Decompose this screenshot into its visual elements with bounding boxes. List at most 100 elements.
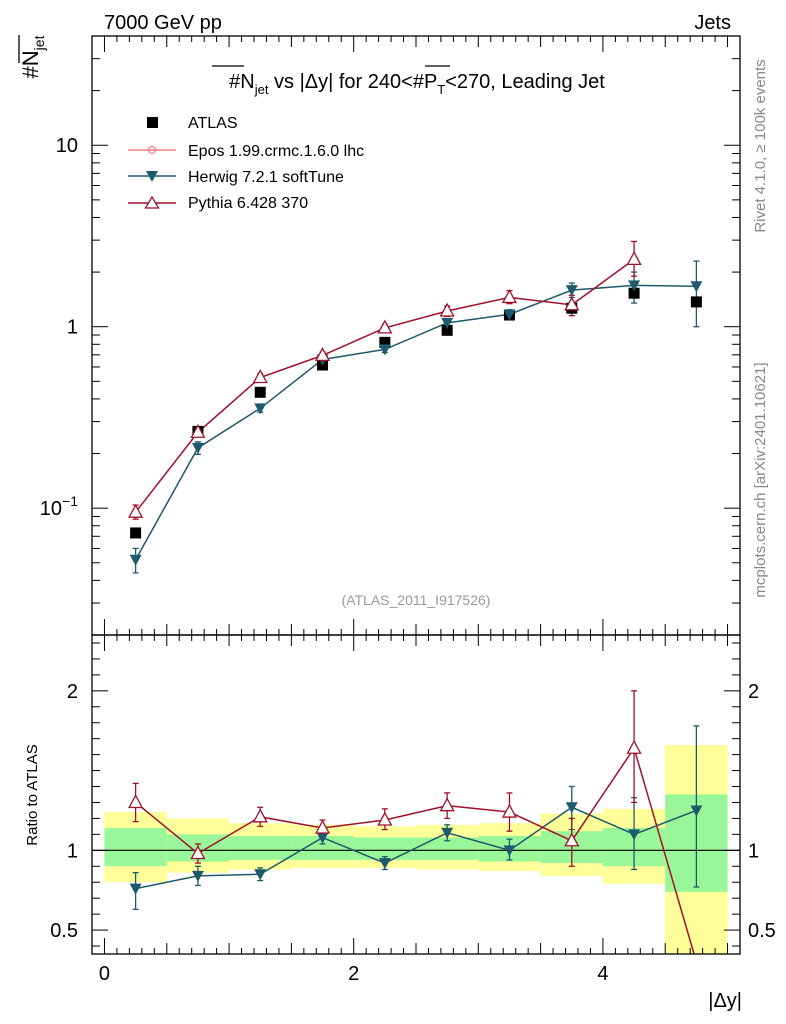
ratio-y-tick-label-right: 2: [748, 681, 759, 703]
herwig-main-point: [690, 281, 703, 293]
main-y-tick-base: 1: [67, 317, 78, 339]
legend-herwig-marker: [146, 171, 158, 182]
legend-pythia-marker: [144, 195, 160, 209]
ratio-band-inner: [104, 827, 167, 867]
main-y-tick-base: 10: [40, 498, 62, 520]
ratio-band-inner: [353, 837, 416, 860]
title-prefix: #: [229, 71, 241, 93]
herwig-main-point: [254, 403, 267, 415]
herwig-ratio-point: [503, 845, 516, 857]
legend-epos-label: Epos 1.99.crmc.1.6.0 lhc: [188, 143, 364, 160]
herwig-ratio-point: [129, 883, 142, 895]
pythia-ratio-line: [135, 746, 695, 955]
ratio-band-inner: [229, 835, 292, 860]
atlas-main-point: [379, 336, 391, 348]
herwig-ratio-point: [378, 858, 391, 870]
herwig-main-point: [378, 344, 391, 356]
title-mid: vs |Δy| for 240<#: [268, 71, 424, 93]
herwig-main-point: [565, 285, 578, 297]
pythia-main-point: [252, 369, 268, 384]
ratio-band-inner: [416, 837, 479, 860]
atlas-main-point: [441, 324, 453, 336]
herwig-ratio-line: [135, 806, 697, 890]
mcplots-label: mcplots.cern.ch [arXiv:2401.10621]: [752, 362, 769, 597]
pythia-main-point: [377, 319, 393, 334]
herwig-main-point: [191, 442, 204, 454]
main-y-tick-exponent: −1: [62, 493, 78, 509]
legend-epos-marker: [147, 145, 157, 155]
main-series-layer: [128, 240, 703, 574]
legend-atlas-marker: [147, 117, 158, 128]
x-tick-label: 0: [99, 963, 110, 985]
atlas-main-point: [690, 296, 702, 308]
atlas-main-point: [130, 527, 142, 539]
ratio-y-tick-label-left: 2: [67, 681, 78, 703]
herwig-main-line: [134, 284, 697, 561]
ratio-y-tick-label-left: 1: [67, 840, 78, 862]
herwig-main-point: [129, 554, 142, 566]
x-axis-label: |Δy|: [708, 990, 742, 1012]
atlas-main-point: [628, 287, 640, 299]
pythia-main-point: [128, 503, 144, 518]
main-y-tick-label: 10−1: [40, 493, 78, 520]
herwig-ratio-point: [316, 832, 329, 844]
rivet-label: Rivet 4.1.0, ≥ 100k events: [752, 59, 769, 232]
pythia-ratio-point: [377, 811, 393, 826]
svg-text:#Njet: #Njet: [18, 35, 47, 78]
herwig-ratio-point: [191, 870, 204, 882]
legend: ATLAS Epos 1.99.crmc.1.6.0 lhc Herwig 7.…: [128, 115, 364, 212]
herwig-main-point: [503, 309, 516, 321]
ratio-axis-ticks: [92, 635, 740, 954]
atlas-main-point: [254, 386, 266, 398]
x-tick-label: 2: [348, 963, 359, 985]
pythia-ratio-point: [626, 739, 642, 754]
herwig-ratio-point: [254, 869, 267, 881]
legend-atlas-label: ATLAS: [188, 115, 238, 132]
y-label-prefix: #: [18, 65, 43, 78]
pythia-main-point: [439, 302, 455, 317]
pythia-main-point: [626, 251, 642, 266]
ratio-y-tick-labels: 0.5 0.5 1 1 2 2: [50, 681, 776, 942]
pythia-ratio-point: [190, 845, 206, 860]
pythia-ratio-point: [564, 832, 580, 847]
header-energy: 7000 GeV pp: [104, 12, 222, 34]
y-label-n: N: [18, 50, 43, 66]
title-n-sub: jet: [254, 82, 269, 97]
pythia-main-point: [564, 296, 580, 311]
header-process: Jets: [694, 12, 731, 34]
title-n: N: [240, 71, 254, 93]
title-p: P: [424, 71, 437, 93]
main-y-axis-label: #Njet: [18, 35, 47, 78]
main-axis-ticks: [92, 35, 740, 636]
ratio-y-axis-label: Ratio to ATLAS: [24, 744, 41, 845]
legend-pythia-label: Pythia 6.428 370: [188, 195, 308, 212]
herwig-ratio-point: [565, 802, 578, 814]
ratio-y-tick-label-right: 0.5: [748, 920, 776, 942]
title-p-sub: T: [437, 82, 445, 97]
main-y-tick-label: 10: [56, 135, 78, 157]
herwig-main-point: [441, 317, 454, 329]
pythia-main-point: [501, 289, 518, 304]
pythia-main-point: [314, 347, 331, 362]
x-tick-label: 4: [597, 963, 608, 985]
pythia-ratio-point: [128, 794, 144, 809]
y-label-sub: jet: [31, 35, 47, 51]
main-plot-title: #Njet vs |Δy| for 240<#PT<270, Leading J…: [229, 71, 605, 97]
main-y-tick-base: 10: [56, 135, 78, 157]
pythia-main-line: [135, 258, 635, 513]
pythia-ratio-point: [252, 808, 268, 823]
main-y-tick-label: 1: [67, 317, 78, 339]
ratio-y-tick-label-right: 1: [748, 840, 759, 862]
pythia-ratio-point: [501, 803, 518, 818]
ratio-series-layer: [128, 690, 703, 955]
title-suffix: <270, Leading Jet: [445, 71, 605, 93]
herwig-main-point: [628, 280, 641, 292]
herwig-ratio-point: [628, 829, 641, 841]
ratio-plot-panel: 0.5 0.5 1 1 2 2 0 2 4 Ratio to ATLAS |Δy|: [24, 634, 776, 1012]
pythia-ratio-point: [314, 819, 331, 834]
ratio-y-tick-label-left: 0.5: [50, 920, 78, 942]
herwig-ratio-point: [441, 827, 454, 839]
pythia-main-point: [190, 423, 206, 438]
